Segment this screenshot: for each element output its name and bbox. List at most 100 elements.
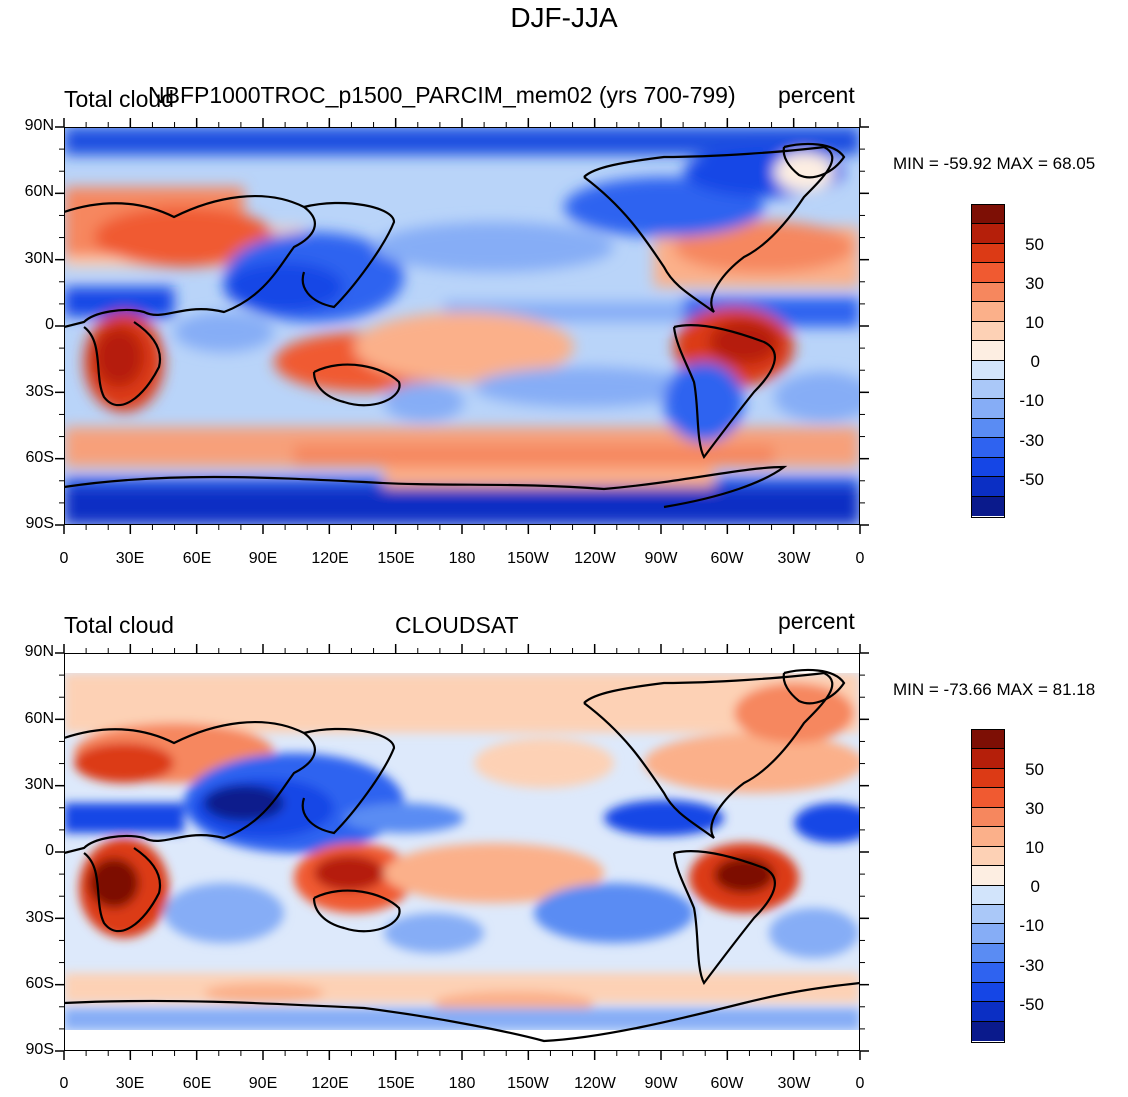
colorbar-swatch — [972, 885, 1004, 905]
colorbar-swatch — [972, 477, 1004, 497]
panel1-lon-label: 0 — [855, 550, 865, 567]
panel2-lat-label: 90S — [25, 1041, 54, 1058]
panel2-lon-label: 90E — [248, 1075, 278, 1092]
panel1-lon-label: 0 — [59, 550, 69, 567]
panel1-left-title: Total cloud — [64, 86, 174, 112]
panel2-lon-label: 0 — [59, 1075, 69, 1092]
panel1-lat-label: 60N — [24, 183, 54, 200]
colorbar-swatch — [972, 807, 1004, 828]
panel2-lat-label: 60N — [24, 710, 54, 727]
panel1-colorbar-label: -10 — [1019, 391, 1044, 410]
panel1-coastlines — [64, 142, 846, 509]
panel2-coastlines — [64, 668, 860, 1043]
panel2-lat-label: 30S — [25, 909, 54, 926]
panel1-lon-label: 180 — [448, 550, 476, 567]
colorbar-swatch — [972, 243, 1004, 264]
panel1-lon-label: 60E — [182, 550, 212, 567]
panel1-lat-label: 90N — [24, 117, 54, 134]
panel2-colorbar-label: 0 — [1030, 877, 1040, 896]
panel2-left-title: Total cloud — [64, 612, 174, 638]
panel1-lon-label: 60W — [710, 550, 744, 567]
panel2-lon-label: 30E — [115, 1075, 145, 1092]
colorbar-swatch — [972, 496, 1004, 516]
colorbar-swatch — [972, 399, 1004, 419]
colorbar-swatch — [972, 341, 1004, 361]
panel1-lon-label: 120E — [311, 550, 349, 567]
colorbar-swatch — [972, 982, 1004, 1003]
panel1-colorbar — [971, 204, 1005, 518]
colorbar-swatch — [972, 866, 1004, 886]
colorbar-swatch — [972, 943, 1004, 964]
colorbar-swatch — [972, 263, 1004, 283]
panel1-map — [64, 127, 860, 525]
panel1-lat-label: 90S — [25, 515, 54, 532]
panel1-units: percent — [778, 82, 855, 108]
panel2-lon-label: 90W — [644, 1075, 678, 1092]
panel1-colorbar-label: 10 — [1025, 313, 1044, 332]
panel2-units: percent — [778, 608, 855, 634]
panel2-colorbar-label: -10 — [1019, 916, 1044, 935]
colorbar-swatch — [972, 438, 1004, 458]
colorbar-swatch — [972, 457, 1004, 478]
colorbar-swatch — [972, 360, 1004, 380]
panel1-lat-label: 60S — [25, 449, 54, 466]
colorbar-swatch — [972, 730, 1004, 750]
panel2-contour-field — [64, 653, 860, 1051]
figure-title: DJF-JJA — [510, 2, 618, 33]
panel1-min-max: MIN = -59.92 MAX = 68.05 — [893, 154, 1096, 173]
panel2-map — [64, 653, 860, 1051]
colorbar-swatch — [972, 418, 1004, 439]
panel2-lon-label: 60W — [710, 1075, 744, 1092]
panel2-lon-label: 60E — [182, 1075, 212, 1092]
panel1-lon-label: 30E — [115, 550, 145, 567]
panel2-lon-label: 120W — [574, 1075, 616, 1092]
panel1-lat-label: 0 — [45, 316, 54, 333]
panel2-colorbar — [971, 729, 1005, 1043]
colorbar-swatch — [972, 963, 1004, 983]
panel2-lon-label: 30W — [777, 1075, 811, 1092]
panel2-lat-label: 0 — [45, 842, 54, 859]
panel2-lon-label: 120E — [311, 1075, 349, 1092]
panel1-lon-label: 90W — [644, 550, 678, 567]
panel1-plot-border — [64, 127, 860, 525]
panel1-lon-label: 150E — [377, 550, 415, 567]
panel2-lon-label: 0 — [855, 1075, 865, 1092]
panel1-colorbar-label: -30 — [1019, 431, 1044, 450]
panel1-contour-field — [64, 127, 860, 525]
colorbar-swatch — [972, 282, 1004, 303]
panel2-min-max: MIN = -73.66 MAX = 81.18 — [893, 680, 1096, 699]
panel2-plot-border — [64, 653, 860, 1051]
panel1-center-title: NBFP1000TROC_p1500_PARCIM_mem02 (yrs 700… — [148, 82, 736, 108]
colorbar-swatch — [972, 321, 1004, 342]
panel2-lat-label: 30N — [24, 776, 54, 793]
panel1-colorbar-label: 0 — [1030, 352, 1040, 371]
colorbar-swatch — [972, 1021, 1004, 1041]
panel1-lon-label: 120W — [574, 550, 616, 567]
colorbar-swatch — [972, 788, 1004, 808]
colorbar-swatch — [972, 379, 1004, 400]
panel2-colorbar-label: 30 — [1025, 799, 1044, 818]
panel2-lon-label: 150W — [507, 1075, 549, 1092]
panel1-lon-label: 150W — [507, 550, 549, 567]
colorbar-swatch — [972, 749, 1004, 769]
panel2-center-title: CLOUDSAT — [395, 612, 519, 638]
panel1-lat-label: 30S — [25, 383, 54, 400]
panel1-colorbar-label: 30 — [1025, 274, 1044, 293]
colorbar-swatch — [972, 768, 1004, 789]
panel2-colorbar-label: 50 — [1025, 760, 1044, 779]
colorbar-swatch — [972, 1002, 1004, 1022]
colorbar-swatch — [972, 846, 1004, 867]
panel1-colorbar-label: -50 — [1019, 470, 1044, 489]
colorbar-swatch — [972, 924, 1004, 944]
panel2-lat-label: 90N — [24, 643, 54, 660]
panel2-colorbar-label: -50 — [1019, 995, 1044, 1014]
panel1-lat-label: 30N — [24, 250, 54, 267]
panel2-lon-label: 150E — [377, 1075, 415, 1092]
panel1-colorbar-label: 50 — [1025, 235, 1044, 254]
panel2-colorbar-label: -30 — [1019, 956, 1044, 975]
panel1-lon-label: 90E — [248, 550, 278, 567]
colorbar-swatch — [972, 205, 1004, 225]
colorbar-swatch — [972, 904, 1004, 925]
colorbar-swatch — [972, 224, 1004, 244]
